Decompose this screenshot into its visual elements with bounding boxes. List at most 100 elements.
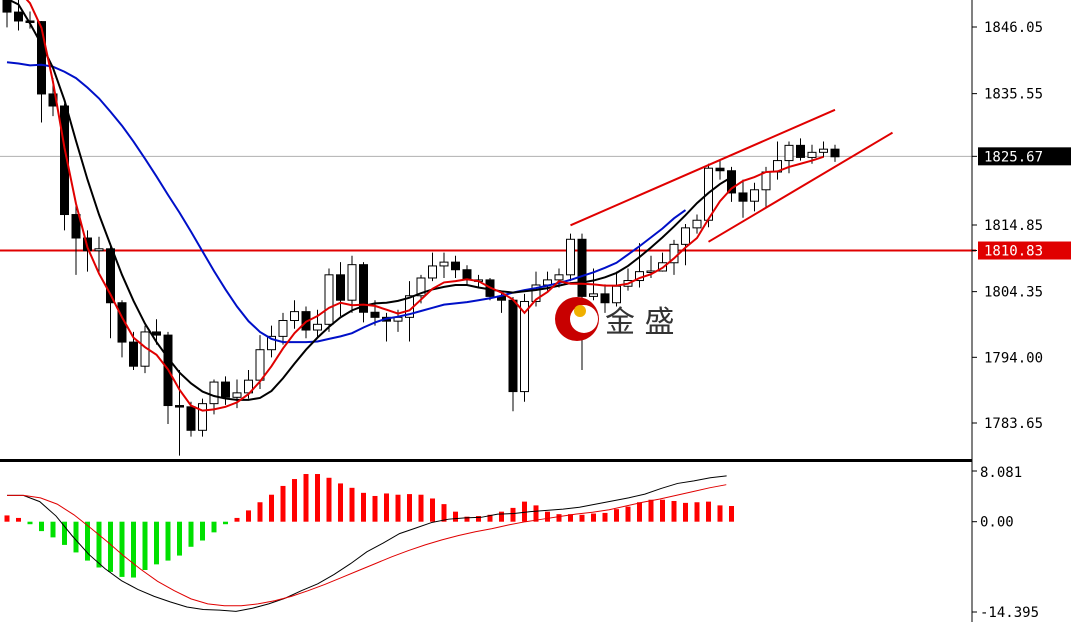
macd-line [7, 475, 727, 612]
macd-bar [280, 485, 286, 522]
macd-bar [476, 516, 481, 522]
macd-bar [177, 521, 182, 556]
candle [163, 331, 173, 424]
macd-bar [384, 493, 389, 522]
macd-bar [165, 521, 171, 561]
candle [290, 300, 299, 329]
macd-bar [372, 495, 378, 522]
candle [94, 236, 104, 275]
macd-bar [326, 477, 332, 522]
macd-bar [441, 504, 447, 522]
price-tag-bg [978, 147, 1071, 166]
macd-bar [706, 501, 711, 522]
macd-bar [73, 521, 79, 553]
candle [830, 144, 840, 162]
macd-bar [234, 517, 240, 522]
macd-bar [62, 521, 67, 545]
candle-body [186, 406, 196, 431]
candle [359, 262, 368, 323]
candle-body [750, 189, 759, 202]
candle [14, 0, 23, 31]
candle [439, 252, 449, 278]
trend-line [707, 131, 894, 243]
macd-bar [96, 521, 102, 568]
candle-body [577, 238, 587, 297]
macd-bar [545, 511, 550, 522]
macd-bar [85, 521, 90, 561]
macd-bar [223, 521, 228, 525]
candle-body [60, 105, 69, 216]
candle [117, 300, 127, 358]
macd-bar [4, 515, 10, 522]
candle-body [439, 261, 449, 267]
macd-bar [246, 510, 251, 522]
macd-bar [579, 514, 585, 522]
candle-body [612, 285, 621, 304]
macd-bar [395, 494, 401, 522]
candle [600, 284, 610, 313]
macd-bar [510, 507, 516, 522]
price-tick-label: 1794.00 [984, 350, 1043, 366]
candle [462, 265, 472, 285]
macd-bar [211, 521, 217, 533]
candle-body [129, 341, 138, 367]
candle-body [278, 320, 288, 337]
candle [71, 205, 81, 275]
candle-body [2, 0, 12, 13]
candle-body [152, 331, 161, 336]
candle [428, 252, 437, 282]
candle-body [290, 311, 299, 322]
ma-red-line [25, 0, 824, 412]
price-tick-label: 1846.05 [984, 20, 1043, 36]
candle [186, 401, 196, 437]
price-tag-label: 1810.83 [984, 244, 1043, 260]
watermark-text: 金 盛 [605, 305, 675, 340]
candle-body [451, 261, 460, 271]
macd-bar [453, 511, 458, 522]
candle-body [416, 277, 426, 297]
macd-bar [188, 521, 194, 547]
price-tick-label: 1814.85 [984, 218, 1043, 234]
candle [106, 243, 115, 339]
macd-bar [660, 499, 665, 522]
price-tick-label: 1783.65 [984, 416, 1043, 432]
macd-bar [683, 502, 688, 522]
macd-bar [556, 514, 562, 522]
macd-bar [591, 513, 596, 522]
candle-body [37, 21, 46, 95]
candle-body [94, 248, 104, 252]
candle-body [198, 403, 207, 431]
candle-body [359, 264, 368, 313]
candle-body [106, 248, 115, 304]
candle-body [428, 265, 437, 279]
macd-bar [108, 521, 113, 572]
macd-bar [464, 516, 470, 522]
candle [278, 312, 288, 345]
macd-tick-label: 0.00 [980, 515, 1014, 531]
candle [60, 103, 69, 231]
macd-bar [119, 521, 125, 577]
price-tag-label: 1825.67 [984, 149, 1043, 165]
macd-bar [648, 499, 654, 522]
candle-body [370, 311, 380, 318]
macd-pane [0, 459, 972, 612]
macd-bar [729, 506, 734, 522]
candle-body [324, 274, 334, 325]
candle-body [796, 144, 805, 158]
price-tag-bg [978, 241, 1071, 260]
macd-bar [142, 521, 148, 570]
macd-bar [303, 474, 309, 522]
candle [313, 309, 322, 339]
candle [267, 325, 276, 358]
candle [221, 376, 230, 405]
candle-body [520, 300, 529, 393]
main-pane [0, 0, 976, 456]
macd-bar [315, 474, 320, 522]
candle [692, 214, 702, 234]
macd-bar [257, 502, 263, 522]
macd-bar [292, 479, 297, 522]
macd-bar [131, 521, 136, 578]
macd-bar [522, 501, 527, 522]
candle-body [761, 171, 771, 191]
candle [773, 141, 782, 180]
